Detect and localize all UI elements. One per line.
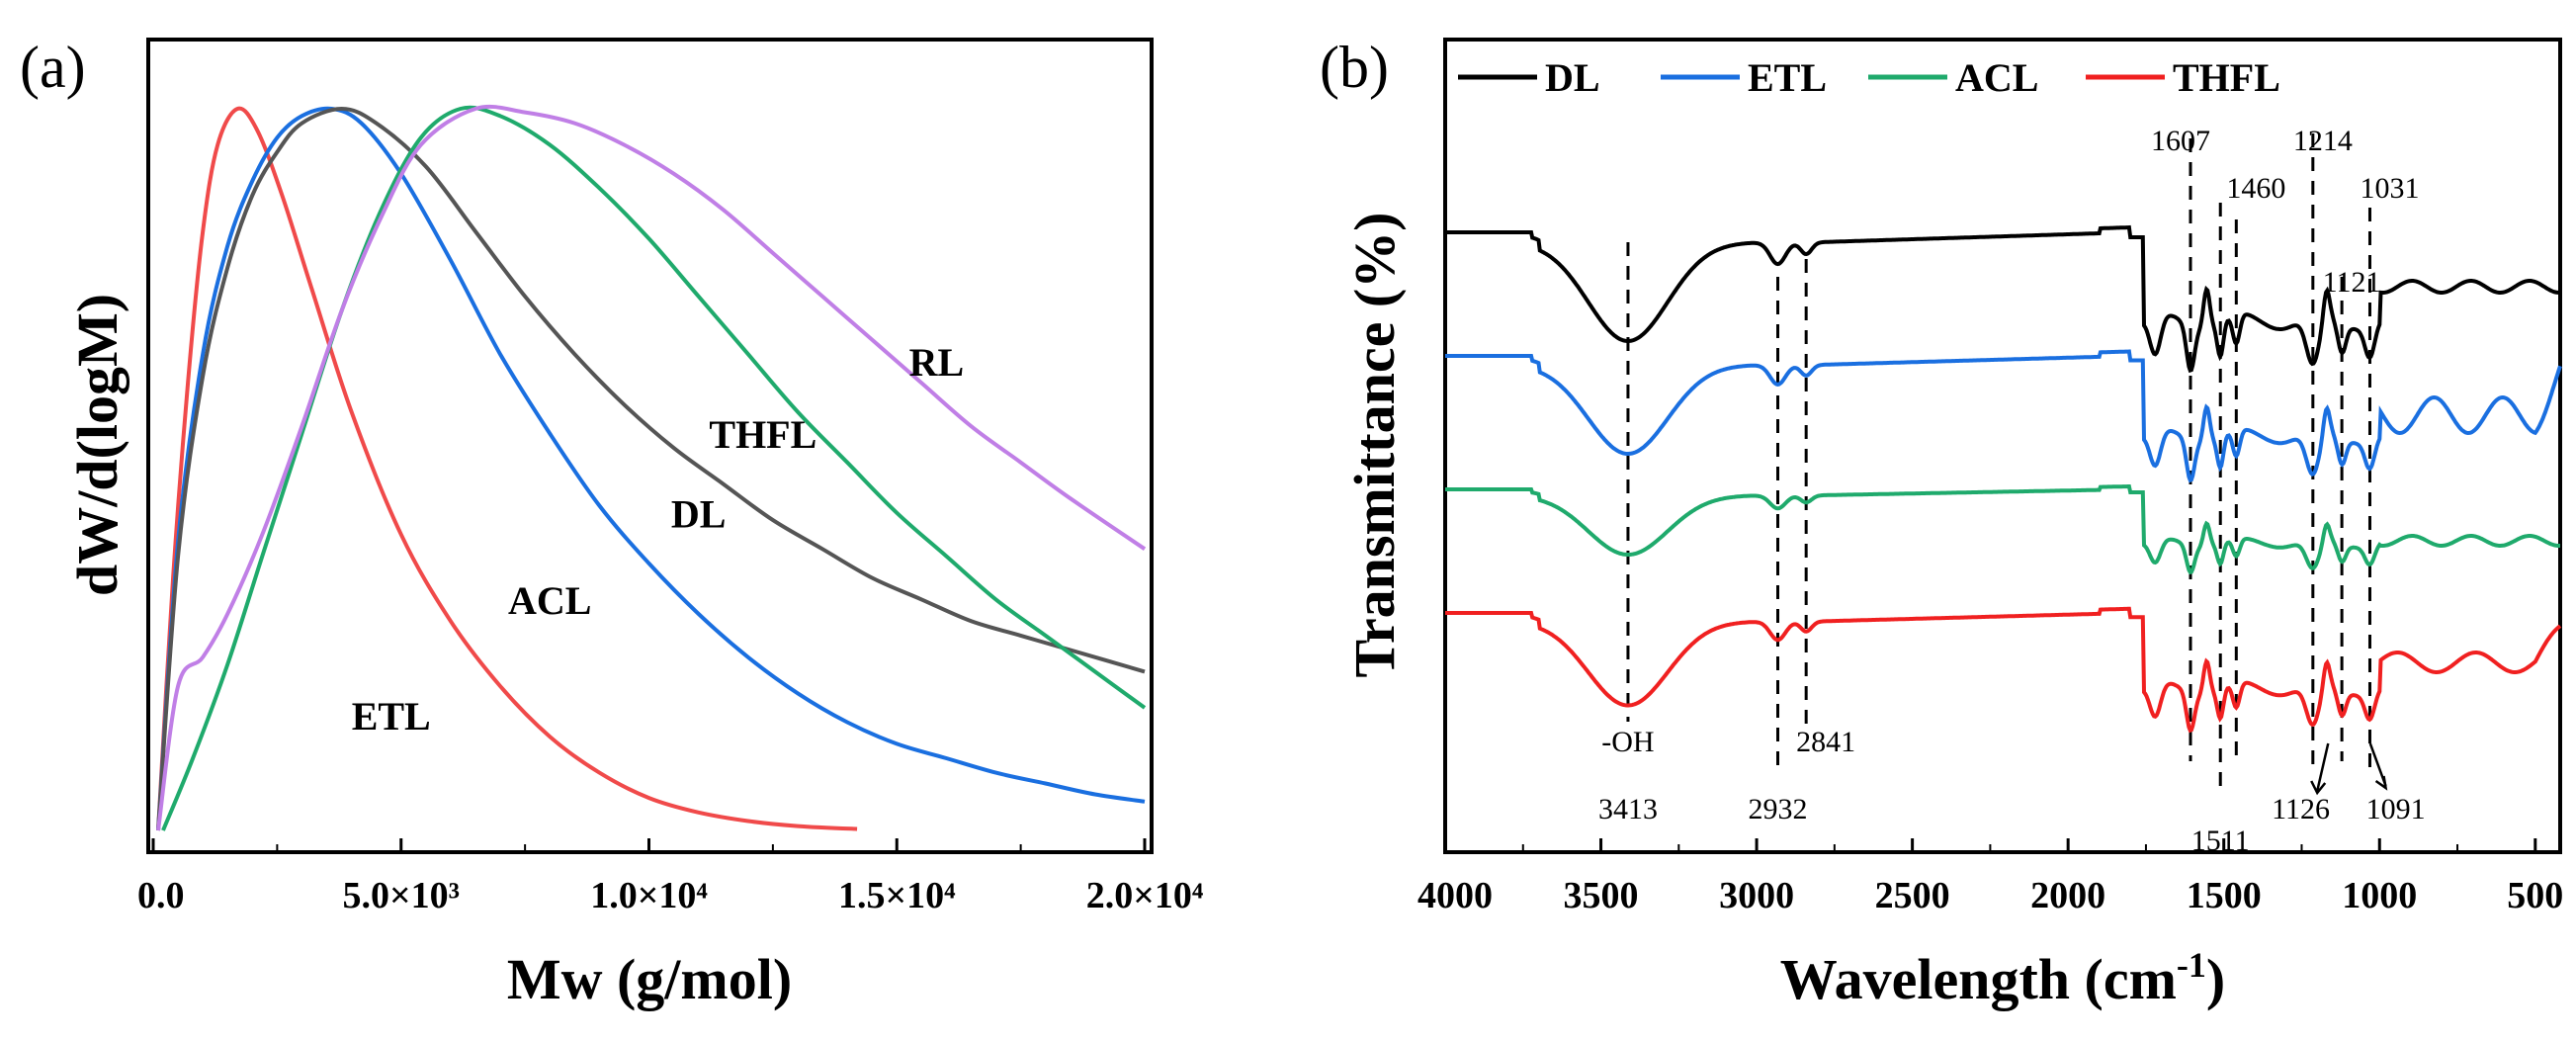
x-tick-label: 1.0×10⁴ xyxy=(590,875,708,916)
peak-label-1126: 1126 xyxy=(2272,793,2330,825)
x-tick-label: 1.5×10⁴ xyxy=(838,875,956,916)
arrow-1126 xyxy=(2316,742,2330,792)
peak-label-1460: 1460 xyxy=(2226,172,2285,205)
x-tick-label: 500 xyxy=(2507,875,2563,916)
x-tick-label: 4000 xyxy=(1417,875,1493,916)
panel-a: (a) ETL ACL DL THFL RL 0.0 5.0×10³ 1.0×10⁴ 1.5×… xyxy=(20,35,1204,1011)
legend-label-dl: DL xyxy=(1545,55,1600,100)
peak-label-1091: 1091 xyxy=(2366,793,2426,825)
legend-label-acl: ACL xyxy=(1955,55,2038,100)
series-thfl-line xyxy=(161,105,1147,831)
panel-b-dashed-lines xyxy=(1626,133,2371,791)
curve-label-etl: ETL xyxy=(352,694,431,738)
curve-label-dl: DL xyxy=(671,491,727,536)
x-tick-label: 2.0×10⁴ xyxy=(1086,875,1204,916)
curve-label-rl: RL xyxy=(909,340,965,385)
spectrum-acl-line xyxy=(1445,484,2560,575)
panel-b-frame xyxy=(1443,38,2562,854)
x-tick-label: 2500 xyxy=(1875,875,1950,916)
peak-label-1031: 1031 xyxy=(2360,172,2419,205)
series-rl-line xyxy=(156,104,1147,831)
legend-label-etl: ETL xyxy=(1748,55,1827,100)
x-tick-label: 3500 xyxy=(1564,875,1639,916)
panel-b-legend: DL ETL ACL THFL xyxy=(1458,55,2280,100)
spectrum-thfl-line xyxy=(1445,606,2562,734)
peak-label-1214: 1214 xyxy=(2293,125,2353,157)
x-tick-label: 1500 xyxy=(2187,875,2262,916)
peak-label-2932: 2932 xyxy=(1749,793,1808,825)
x-tick-label: 2000 xyxy=(2030,875,2105,916)
panel-b-curves xyxy=(1445,224,2562,734)
peak-label-2841: 2841 xyxy=(1796,726,1855,758)
x-tick-label: 0.0 xyxy=(137,875,185,916)
panel-a-y-axis-title: dW/d(logM) xyxy=(65,294,129,596)
peak-label-1511: 1511 xyxy=(2191,825,2250,857)
curve-label-thfl: THFL xyxy=(709,412,816,457)
panel-a-label: (a) xyxy=(20,35,86,100)
panel-a-x-ticks: 0.0 5.0×10³ 1.0×10⁴ 1.5×10⁴ 2.0×10⁴ xyxy=(137,838,1204,916)
panel-b-x-axis-title-sup: -1 xyxy=(2177,945,2206,985)
peak-label-1607: 1607 xyxy=(2151,125,2210,157)
panel-b-x-ticks: 4000 3500 3000 2500 2000 1500 1000 500 xyxy=(1417,838,2563,916)
panel-a-x-axis-title: Mw (g/mol) xyxy=(507,947,792,1011)
x-tick-label: 5.0×10³ xyxy=(342,875,460,916)
arrow-1091-head xyxy=(2374,775,2388,791)
panel-a-curve-labels: ETL ACL DL THFL RL xyxy=(352,340,964,738)
panel-b-label: (b) xyxy=(1320,35,1389,100)
series-acl-line xyxy=(156,106,1146,831)
panel-b-y-axis-title: Transmittance (%) xyxy=(1342,213,1407,678)
peak-label-oh: -OH xyxy=(1601,726,1654,758)
x-tick-label: 3000 xyxy=(1719,875,1794,916)
spectrum-etl-line xyxy=(1445,349,2562,483)
panel-a-curves xyxy=(156,104,1147,831)
curve-label-acl: ACL xyxy=(508,578,591,623)
spectrum-dl-line xyxy=(1445,224,2561,374)
panel-b-x-axis-title-end: ) xyxy=(2206,947,2225,1011)
panel-b-x-axis-title-main: Wavelength (cm xyxy=(1780,947,2177,1011)
legend-label-thfl: THFL xyxy=(2173,55,2280,100)
series-dl-line xyxy=(156,106,1146,831)
series-etl-line xyxy=(156,106,858,831)
x-tick-label: 1000 xyxy=(2342,875,2417,916)
arrow-1126-head xyxy=(2310,780,2327,796)
peak-label-1121: 1121 xyxy=(2323,266,2381,299)
peak-label-3413: 3413 xyxy=(1598,793,1658,825)
panel-b-x-axis-title: Wavelength (cm-1) xyxy=(1780,945,2225,1011)
